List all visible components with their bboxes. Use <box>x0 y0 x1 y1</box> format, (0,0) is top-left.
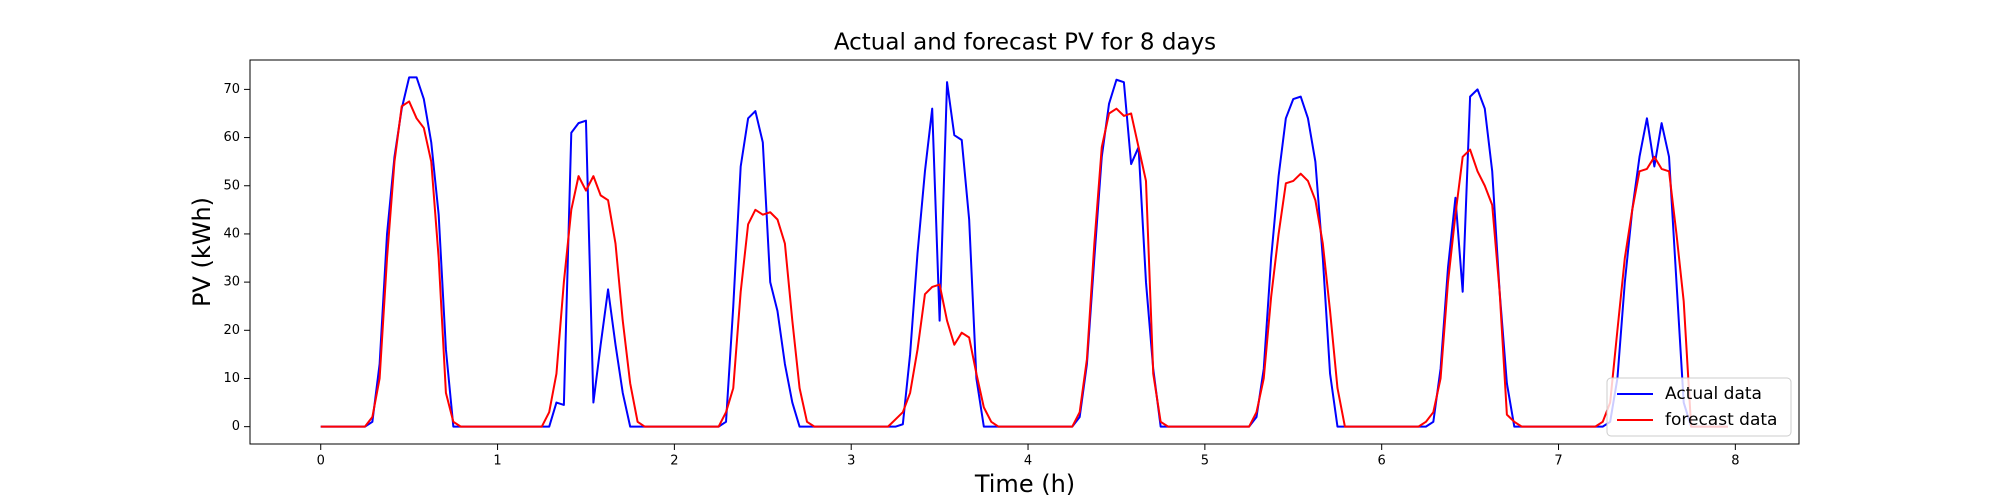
x-tick-label: 8 <box>1731 454 1739 469</box>
x-tick-label: 4 <box>1024 454 1032 469</box>
y-tick-label: 60 <box>223 130 240 145</box>
legend: Actual data forecast data <box>1606 377 1792 437</box>
y-tick-label: 10 <box>223 371 240 386</box>
y-tick-label: 50 <box>223 178 240 193</box>
data-line <box>320 100 1728 428</box>
x-axis-label: Time (h) <box>974 470 1075 498</box>
x-tick-label: 6 <box>1378 454 1386 469</box>
y-tick-label: 20 <box>223 323 240 338</box>
x-tick-label: 5 <box>1201 454 1209 469</box>
legend-box <box>1606 377 1792 437</box>
x-tick-label: 2 <box>670 454 678 469</box>
legend-label: forecast data <box>1665 410 1777 430</box>
x-tick-label: 0 <box>317 454 325 469</box>
y-tick-label: 70 <box>223 82 240 97</box>
y-tick-label: 0 <box>232 419 240 434</box>
y-tick-label: 30 <box>223 275 240 290</box>
chart-title: Actual and forecast PV for 8 days <box>834 30 1216 56</box>
x-tick-label: 3 <box>847 454 855 469</box>
legend-label: Actual data <box>1665 384 1762 404</box>
x-tick-label: 7 <box>1554 454 1562 469</box>
plot-frame <box>249 59 1800 445</box>
y-axis-label: PV (kWh) <box>188 197 216 307</box>
y-tick-label: 40 <box>223 226 240 241</box>
data-line <box>320 76 1728 428</box>
x-tick-label: 1 <box>493 454 501 469</box>
